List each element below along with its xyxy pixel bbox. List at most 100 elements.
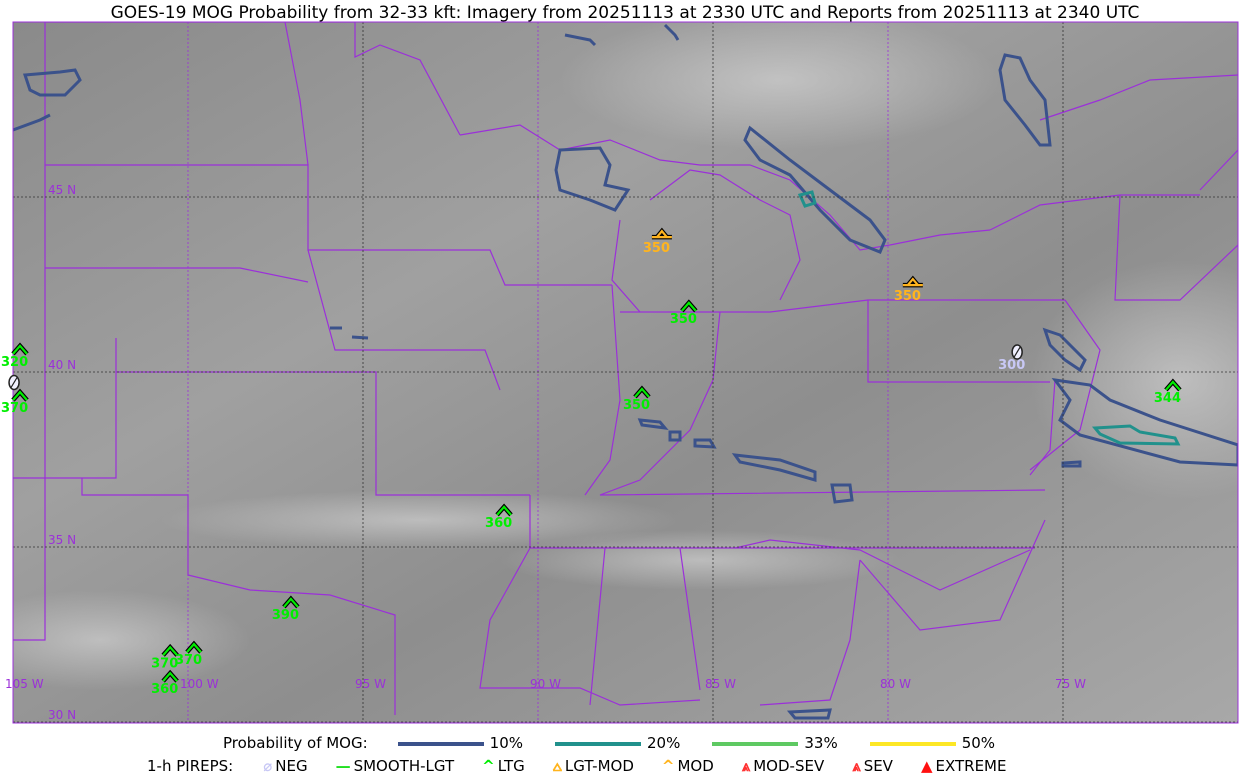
pirep-altitude-label: 370 [151, 656, 178, 671]
lat-label: 40 N [48, 358, 76, 372]
probability-contour [1042, 327, 1087, 373]
probability-legend-label: 50% [961, 734, 996, 752]
pirep-ltg[interactable]: 390 [272, 595, 300, 623]
probability-legend-item: 20% [555, 734, 680, 752]
pirep-legend-item: ⩟ LGT-MOD [553, 757, 634, 775]
probability-contour [731, 453, 817, 482]
pirep-legend-item: ^ MOD [662, 757, 714, 775]
smooth-lgt-line-icon: — [335, 757, 351, 775]
probability-contour [830, 483, 854, 504]
sev-icon: ⩓ [852, 757, 861, 775]
probability-contour [1051, 378, 1238, 467]
mod-sev-icon: ⩓ [741, 757, 751, 775]
probability-legend-item: 50% [869, 734, 996, 752]
lon-label: 90 W [530, 677, 561, 691]
probability-legend-label: 20% [647, 734, 681, 752]
pirep-altitude-label: 360 [485, 516, 512, 531]
pirep-altitude-label: 370 [175, 653, 202, 668]
probability-contour [22, 68, 82, 97]
pirep-legend-item: — SMOOTH-LGT [336, 757, 455, 775]
lon-label: 105 W [5, 677, 44, 691]
pirep-ltg[interactable]: 360 [485, 503, 513, 531]
pirep-legend-item: ▲ EXTREME [921, 757, 1007, 775]
lon-label: 80 W [880, 677, 911, 691]
probability-legend-item: 10% [397, 734, 524, 752]
probability-contour [998, 53, 1052, 147]
pirep-legend-label: SMOOTH-LGT [353, 757, 455, 775]
pirep-legend-title: 1-h PIREPS: [147, 757, 234, 775]
pirep-legend-label: EXTREME [935, 757, 1007, 775]
probability-contour [564, 33, 597, 47]
lgt-mod-icon: ⩟ [552, 757, 562, 775]
probability-contours [13, 23, 1238, 720]
pirep-altitude-label: 390 [272, 608, 299, 623]
pirep-lgt-mod[interactable]: 350 [894, 275, 923, 304]
pirep-ltg[interactable]: 370 [151, 643, 179, 671]
pirep-altitude-label: 350 [670, 312, 697, 327]
pirep-legend-item: ⩓ MOD-SEV [742, 757, 824, 775]
pirep-legend: 1-h PIREPS: ⌀ NEG — SMOOTH-LGT ^ LTG ⩟ LGT-MOD ^… [147, 757, 1250, 775]
pirep-legend-item: ⌀ NEG [263, 757, 307, 775]
probability-contour [797, 190, 817, 208]
probability-contour [351, 335, 369, 340]
contour-swatch-icon [712, 741, 799, 746]
pirep-legend-label: MOD-SEV [753, 757, 825, 775]
probability-legend-title: Probability of MOG: [222, 734, 368, 752]
map-title: GOES-19 MOG Probability from 32-33 kft: … [110, 3, 1140, 23]
lat-label: 35 N [48, 533, 76, 547]
lat-lon-grid [13, 22, 1238, 723]
probability-contour [668, 430, 682, 442]
probability-contour [637, 418, 669, 430]
pirep-altitude-label: 300 [998, 358, 1025, 373]
pirep-altitude-label: 370 [1, 401, 28, 416]
probability-contour [693, 438, 717, 449]
probability-contour [743, 125, 887, 254]
extreme-icon: ▲ [920, 757, 933, 775]
pirep-altitude-label: 350 [623, 398, 650, 413]
pirep-altitude-label: 360 [151, 682, 178, 697]
probability-legend-item: 33% [712, 734, 838, 752]
pirep-ltg[interactable]: 360 [151, 669, 179, 697]
pirep-neg[interactable] [8, 374, 20, 391]
pirep-ltg[interactable]: 344 [1154, 378, 1182, 406]
probability-legend: Probability of MOG: 10% 20% 33% 50% [0, 734, 1250, 752]
pirep-neg[interactable]: 300 [998, 344, 1025, 373]
neg-icon: ⌀ [263, 757, 273, 775]
pirep-altitude-label: 320 [1, 355, 28, 370]
contour-swatch-icon [555, 741, 642, 746]
ltg-chevron-icon: ^ [482, 757, 495, 775]
pirep-legend-label: LGT-MOD [564, 757, 634, 775]
probability-contour [13, 113, 51, 132]
pirep-ltg[interactable]: 350 [670, 299, 698, 327]
pirep-legend-label: MOD [677, 757, 714, 775]
pirep-legend-item: ^ LTG [482, 757, 525, 775]
contour-swatch-icon [869, 741, 956, 746]
pirep-altitude-label: 350 [643, 241, 670, 256]
pirep-altitude-label: 350 [894, 289, 921, 304]
pirep-lgt-mod[interactable]: 350 [643, 227, 672, 256]
pirep-legend-label: SEV [863, 757, 893, 775]
pirep-ltg[interactable]: 350 [623, 385, 651, 413]
pirep-legend-label: LTG [497, 757, 525, 775]
lon-label: 75 W [1055, 677, 1086, 691]
lat-label: 30 N [48, 708, 76, 722]
pirep-altitude-label: 344 [1154, 391, 1181, 406]
pirep-ltg[interactable]: 370 [1, 388, 29, 416]
probability-contour [554, 146, 631, 212]
probability-contour [663, 23, 680, 41]
lon-label: 100 W [180, 677, 219, 691]
lon-label: 85 W [705, 677, 736, 691]
probability-legend-label: 33% [804, 734, 838, 752]
pirep-ltg[interactable]: 320 [1, 342, 29, 370]
mod-chevron-icon: ^ [661, 757, 675, 775]
probability-contour [1061, 460, 1082, 468]
lon-label: 95 W [355, 677, 386, 691]
contour-swatch-icon [397, 741, 484, 746]
probability-contour [786, 708, 832, 720]
probability-legend-label: 10% [489, 734, 524, 752]
pirep-legend-item: ⩓ SEV [852, 757, 893, 775]
pirep-ltg[interactable]: 370 [175, 640, 203, 668]
probability-contour [1091, 424, 1181, 446]
